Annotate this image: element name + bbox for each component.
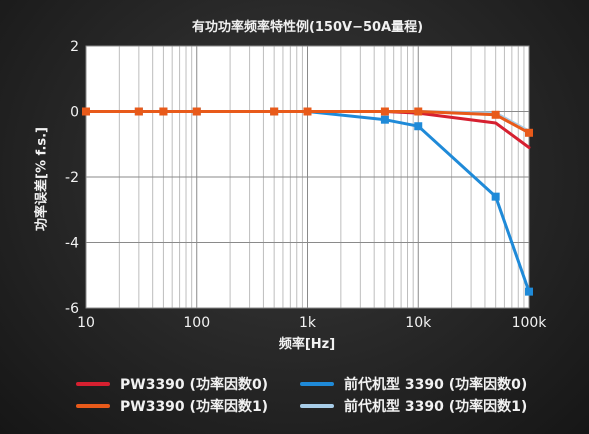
legend-swatch xyxy=(76,382,110,386)
legend-swatch xyxy=(300,404,334,408)
x-tick-label: 10k xyxy=(405,315,432,331)
chart-title: 有功功率频率特性例(150V−50A量程) xyxy=(191,20,424,35)
x-tick-label: 1k xyxy=(299,315,317,331)
series-marker-1 xyxy=(491,110,500,119)
series-marker-1 xyxy=(159,107,168,116)
tick-labels: 2 0 -2 -4 -610 100 1k 10k 100k xyxy=(65,39,547,331)
series-marker-1 xyxy=(192,107,201,116)
y-tick-label: 0 xyxy=(70,105,79,121)
legend-item-pw3390-pf0: PW3390 (功率因数0) xyxy=(76,374,268,394)
x-tick-label: 10 xyxy=(77,315,95,331)
legend-label: 前代机型 3390 (功率因数1) xyxy=(344,399,528,415)
y-tick-label: 2 xyxy=(70,39,79,55)
series-marker-2 xyxy=(491,192,500,201)
legend-item-3390-pf0: 前代机型 3390 (功率因数0) xyxy=(300,374,527,394)
series-marker-1 xyxy=(525,128,533,137)
y-tick-label: -6 xyxy=(65,301,79,317)
legend-item-3390-pf1: 前代机型 3390 (功率因数1) xyxy=(300,396,527,416)
series-marker-2 xyxy=(525,287,533,296)
series-marker-1 xyxy=(380,107,389,116)
legend-item-pw3390-pf1: PW3390 (功率因数1) xyxy=(76,396,268,416)
series-marker-2 xyxy=(380,115,389,124)
series-marker-1 xyxy=(303,107,312,116)
y-tick-label: -4 xyxy=(65,236,79,252)
legend: PW3390 (功率因数0) PW3390 (功率因数1) 前代机型 3390 … xyxy=(0,374,589,424)
x-axis-label: 频率[Hz] xyxy=(278,337,336,352)
legend-label: PW3390 (功率因数1) xyxy=(120,399,269,415)
series-marker-1 xyxy=(270,107,279,116)
series-marker-1 xyxy=(134,107,143,116)
y-tick-label: -2 xyxy=(65,170,79,186)
x-tick-label: 100 xyxy=(183,315,210,331)
series-marker-2 xyxy=(414,122,423,131)
legend-swatch xyxy=(76,404,110,408)
y-axis-label: 功率误差[% f.s.] xyxy=(34,127,50,231)
series-line-1 xyxy=(84,110,531,135)
x-tick-label: 100k xyxy=(512,315,548,331)
series-layer xyxy=(82,107,533,296)
series-marker-1 xyxy=(414,107,423,116)
legend-swatch xyxy=(300,382,334,386)
series-marker-1 xyxy=(82,107,90,116)
legend-label: PW3390 (功率因数0) xyxy=(120,377,269,393)
plot-frame xyxy=(85,45,530,309)
legend-label: 前代机型 3390 (功率因数0) xyxy=(344,377,528,393)
